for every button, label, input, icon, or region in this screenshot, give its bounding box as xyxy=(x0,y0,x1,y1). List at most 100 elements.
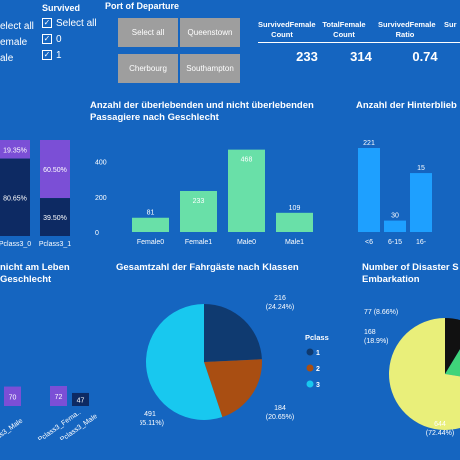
survived-item-1[interactable]: ✓ 1 xyxy=(42,47,97,63)
bar[interactable] xyxy=(410,173,432,232)
survived-item-label: 0 xyxy=(56,33,62,45)
x-tick-label: <6 xyxy=(365,239,373,246)
survived-item-0[interactable]: ✓ 0 xyxy=(42,31,97,47)
data-label: 15 xyxy=(417,165,425,172)
data-label: (18.9%) xyxy=(364,338,389,345)
data-label: 109 xyxy=(289,205,301,212)
data-label: (24.24%) xyxy=(266,304,294,311)
stacked-percent-chart: 19.35% 80.65% Pclass3_0 60.50% 39.50% Pclass3… xyxy=(0,140,71,248)
x-tick-label: Male1 xyxy=(285,239,304,246)
data-label: 81 xyxy=(147,210,155,217)
bar-segment-bottom[interactable] xyxy=(40,198,70,236)
legend-marker[interactable] xyxy=(306,364,314,372)
sex-slicer: elect all emale ale xyxy=(0,18,34,66)
data-label: 39.50% xyxy=(43,215,67,222)
bar[interactable] xyxy=(72,392,89,406)
data-label: 70 xyxy=(9,394,17,401)
chart-title-survivors-by-age: Anzahl der Hinterblieb xyxy=(356,100,457,111)
data-label: 72 xyxy=(55,394,63,401)
chart-title-passengers-by-class: Gesamtzahl der Fahrgäste nach Klassen xyxy=(116,262,299,273)
checkbox-checked-icon[interactable]: ✓ xyxy=(42,18,52,28)
data-label: 80.65% xyxy=(3,195,27,202)
checkbox-checked-icon[interactable]: ✓ xyxy=(42,50,52,60)
kpi-divider xyxy=(258,42,460,43)
sex-slicer-item-all[interactable]: elect all xyxy=(0,18,34,34)
bar-segment-top[interactable] xyxy=(40,140,70,199)
data-label: 468 xyxy=(241,157,253,164)
port-button-select-all[interactable]: Select all xyxy=(118,18,178,47)
kpi-header-survived-female-ratio: SurvivedFemale Ratio xyxy=(378,20,436,39)
kpi-header-total-female-count: TotalFemale Count xyxy=(322,20,366,39)
chart-title-embarkation: Number of Disaster S Embarkation xyxy=(362,262,459,285)
survived-item-label: 1 xyxy=(56,49,62,61)
sex-slicer-item-male[interactable]: ale xyxy=(0,50,34,66)
sex-slicer-item-label: ale xyxy=(0,52,14,64)
kpi-value-survived-female-ratio: 0.74 xyxy=(412,49,438,64)
y-tick-label: 0 xyxy=(95,230,99,237)
sex-slicer-item-label: emale xyxy=(0,36,28,48)
survived-slicer-title: Survived xyxy=(42,3,81,13)
x-tick-label: Female1 xyxy=(185,239,212,246)
embarkation-chart: 77 (8.66%) 168 (18.9%) 644 (72.44%) xyxy=(364,309,460,437)
sex-slicer-item-female[interactable]: emale xyxy=(0,34,34,50)
x-tick-label: Male0 xyxy=(237,239,256,246)
bar-segment-bottom[interactable] xyxy=(0,158,30,236)
legend-label[interactable]: 3 xyxy=(316,382,320,389)
chart-title-survival-by-sex: Anzahl der überlebenden und nicht überle… xyxy=(90,100,314,123)
legend-label[interactable]: 2 xyxy=(316,366,320,373)
checkbox-checked-icon[interactable]: ✓ xyxy=(42,34,52,44)
pie-slice[interactable] xyxy=(204,359,262,418)
legend-marker[interactable] xyxy=(306,348,314,356)
x-tick-label: Pclass3_1 xyxy=(39,241,71,248)
port-button-queenstown[interactable]: Queenstown xyxy=(180,18,240,47)
data-label: (55.11%) xyxy=(140,420,164,427)
pie-slice[interactable] xyxy=(204,304,262,362)
data-label: 644 xyxy=(434,421,446,428)
port-button-southampton[interactable]: Southampton xyxy=(180,54,240,83)
bar[interactable] xyxy=(132,217,169,232)
legend-marker[interactable] xyxy=(306,380,314,388)
bar[interactable] xyxy=(384,220,406,232)
data-label: 491 xyxy=(144,411,156,418)
port-slicer-title: Port of Departure xyxy=(105,1,180,11)
data-label: 19.35% xyxy=(3,147,27,154)
not-alive-by-sex-chart: 70lass3_Male72Pclass3_Fema..47Pclass3_Ma… xyxy=(0,386,99,440)
bar-segment-top[interactable] xyxy=(0,140,30,159)
x-tick-label: Female0 xyxy=(137,239,164,246)
bar[interactable] xyxy=(180,190,217,232)
pie-slice[interactable] xyxy=(445,318,460,374)
data-label: 30 xyxy=(391,213,399,220)
kpi-value-survived-female-count: 233 xyxy=(296,49,318,64)
data-label: (20.65%) xyxy=(266,414,294,421)
x-tick-label: 6-15 xyxy=(388,239,402,246)
legend-label[interactable]: 1 xyxy=(316,350,320,357)
kpi-value-total-female-count: 314 xyxy=(350,49,372,64)
kpi-header-survived-female-count: SurvivedFemale Count xyxy=(258,20,316,39)
bar[interactable] xyxy=(358,148,380,232)
x-tick-label: Pclass3_0 xyxy=(0,241,31,248)
chart-title-not-alive-by-sex: nicht am Leben Geschlecht xyxy=(0,262,70,285)
survived-item-all[interactable]: ✓ Select all xyxy=(42,15,97,31)
y-tick-label: 200 xyxy=(95,195,107,202)
data-label: 221 xyxy=(363,140,375,147)
passengers-by-class-chart: 216 (24.24%) 184 (20.65%) 491 (55.11%) Pclass 1… xyxy=(140,295,329,427)
bar[interactable] xyxy=(50,386,67,406)
data-label: 47 xyxy=(77,397,85,404)
data-label: 168 xyxy=(364,329,376,336)
x-tick-label: Pclass3_Fema.. xyxy=(37,409,82,440)
pie-slice[interactable] xyxy=(445,326,460,383)
kpi-header-truncated: Sur xyxy=(444,20,457,29)
port-button-cherbourg[interactable]: Cherbourg xyxy=(118,54,178,83)
bar[interactable] xyxy=(276,212,313,232)
bar[interactable] xyxy=(4,386,21,406)
x-tick-label: lass3_Male xyxy=(0,418,24,440)
sex-slicer-item-label: elect all xyxy=(0,20,34,32)
pie-slice[interactable] xyxy=(146,304,223,420)
data-label: 184 xyxy=(274,405,286,412)
data-label: 233 xyxy=(193,198,205,205)
pie-slice[interactable] xyxy=(389,318,460,430)
x-tick-label: 16- xyxy=(416,239,427,246)
data-label: 216 xyxy=(274,295,286,302)
bar[interactable] xyxy=(228,149,265,232)
data-label: 60.50% xyxy=(43,167,67,174)
